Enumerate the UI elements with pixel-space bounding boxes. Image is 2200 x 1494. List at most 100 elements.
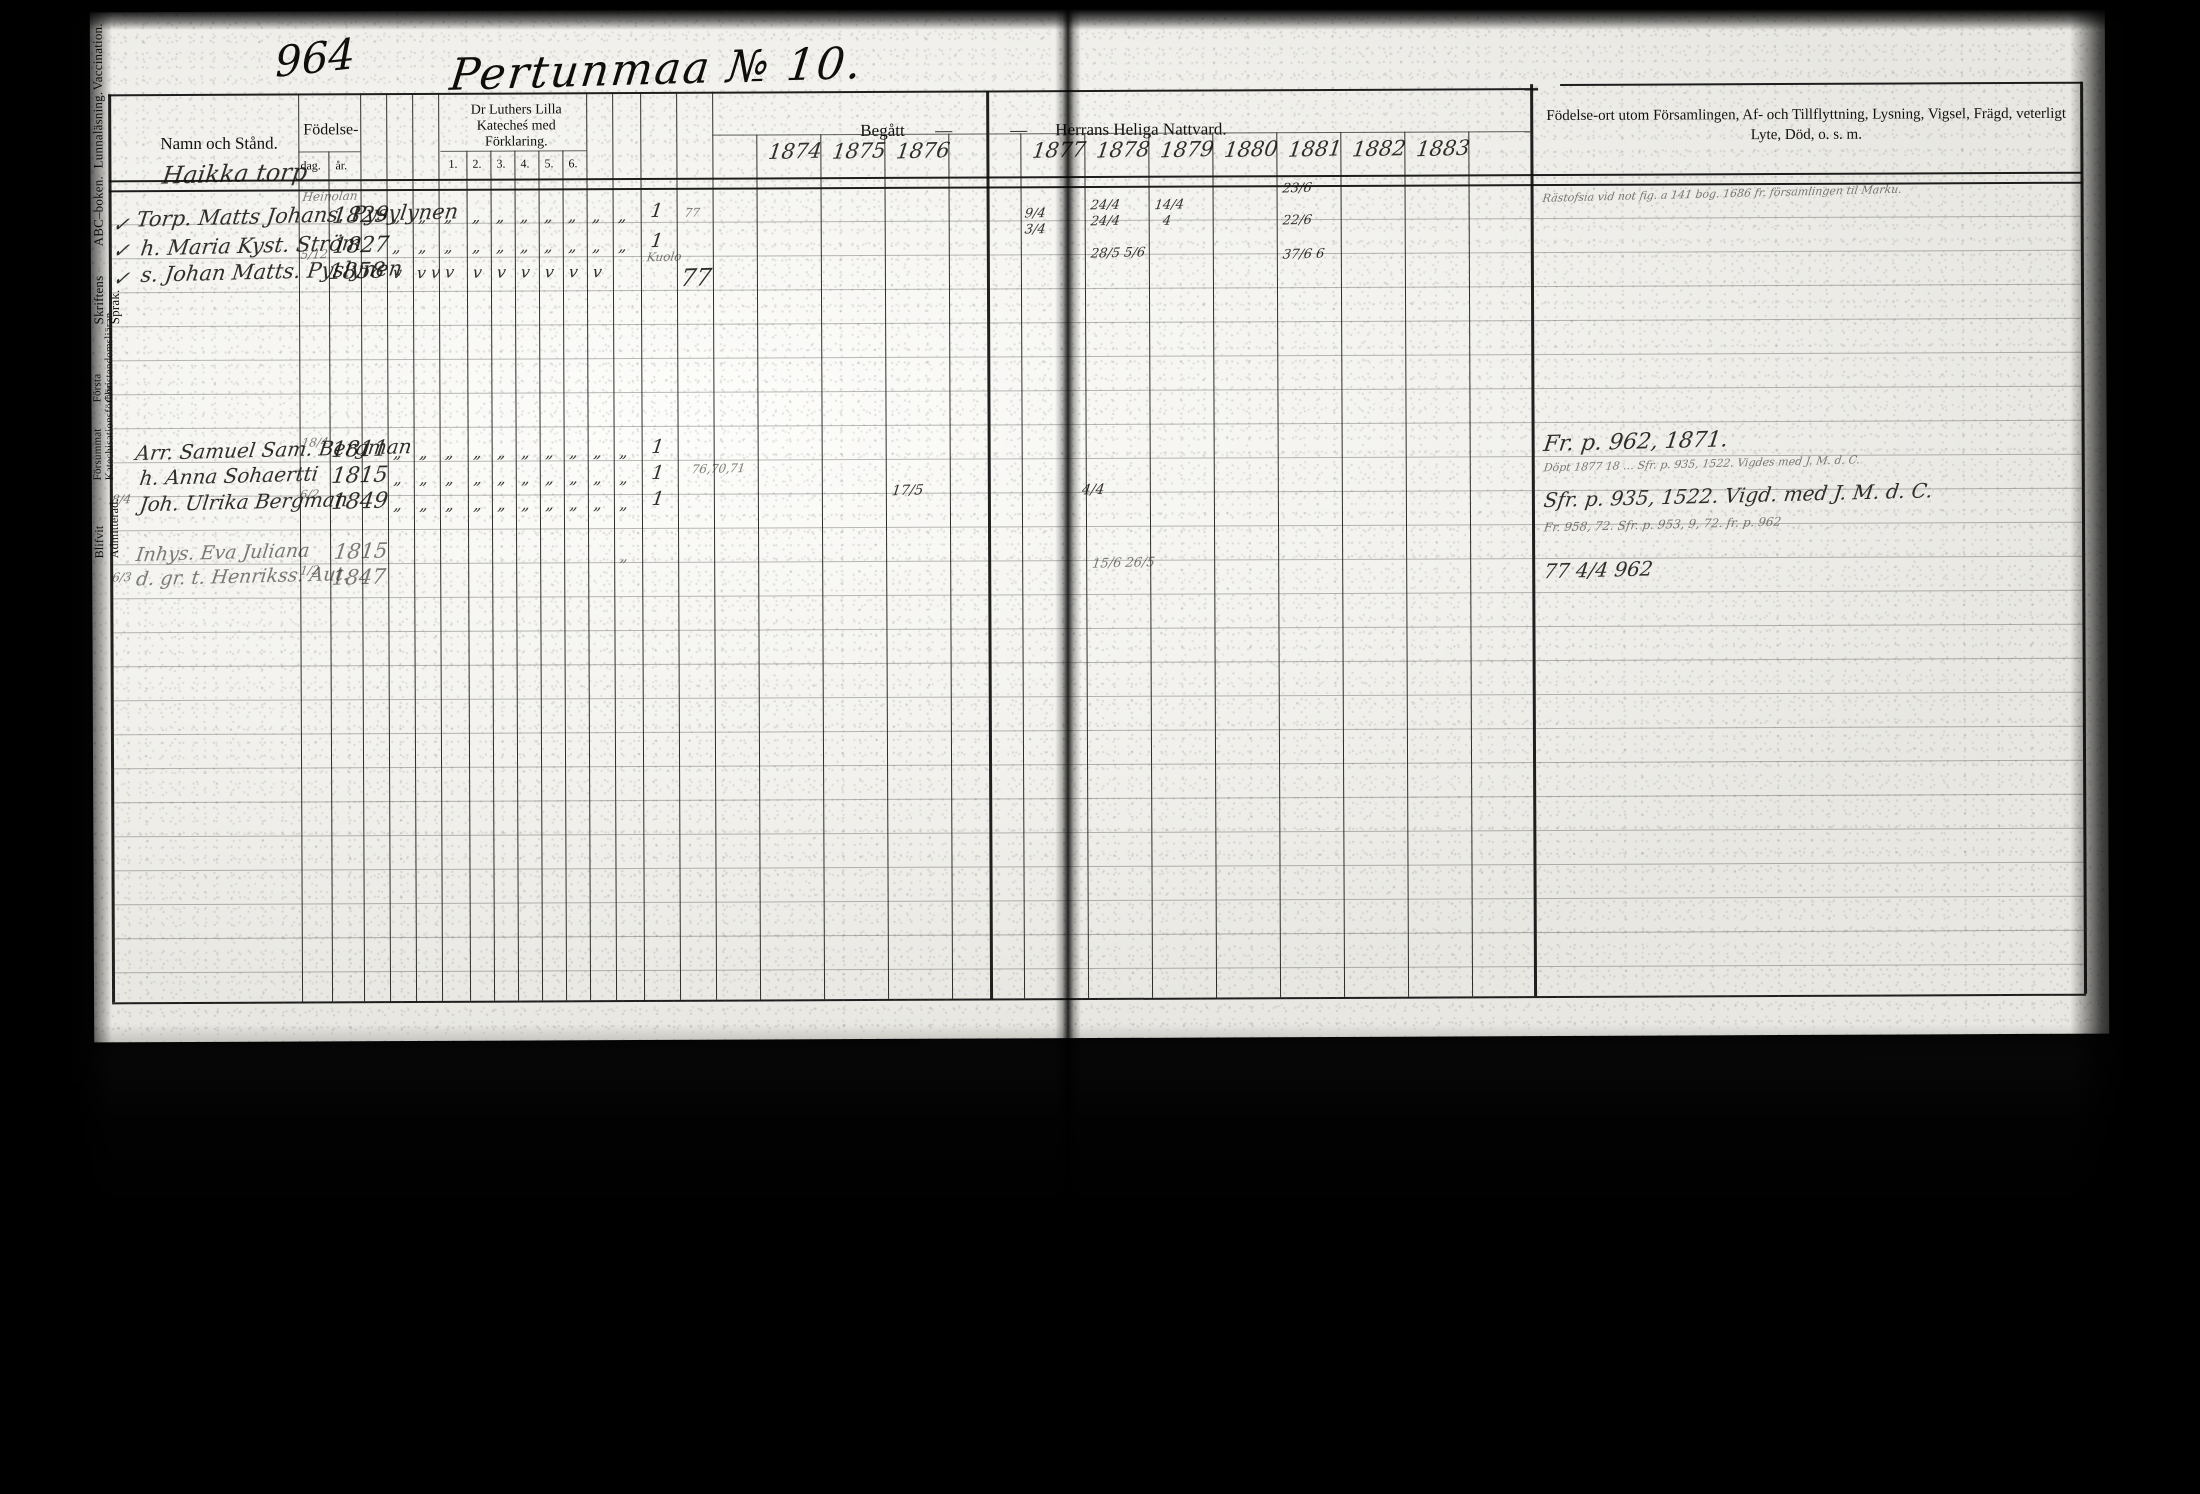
entry-first-christendom: 77 xyxy=(679,263,714,293)
entry-scripture: „ xyxy=(618,441,630,462)
entry-notes: Sfr. p. 935, 1522. Vigd. med J. M. d. C. xyxy=(1542,478,1935,513)
entry-cat-2: „ xyxy=(495,236,507,256)
entry-year-1878: 24/4 xyxy=(1089,213,1121,230)
rule-cat-5 xyxy=(562,150,568,1001)
entry-abc: „ xyxy=(444,468,456,488)
header-cat-2: 2. xyxy=(472,156,482,171)
row-rule xyxy=(111,827,2086,838)
entry-cat-1: „ xyxy=(471,236,483,256)
entry-vaccination: „ xyxy=(391,236,403,257)
entry-name: h. Anna Sohaertti xyxy=(138,461,320,491)
header-name-and-status: Namn och Stånd. xyxy=(160,133,278,154)
entry-cat-2: „ xyxy=(496,468,508,488)
entry-year-1880: 37/6 6 xyxy=(1281,246,1326,263)
entry-neglected: 76,70,71 xyxy=(690,460,747,477)
entry-cat-6: „ xyxy=(592,494,604,514)
year-label-1877: 1877 xyxy=(1030,137,1088,163)
header-cat-4: 4. xyxy=(520,156,530,171)
row-rule xyxy=(109,351,2084,362)
entry-cat-1: „ xyxy=(472,494,484,514)
entry-cat-4: „ xyxy=(544,442,556,462)
entry-year-1878: 24/4 xyxy=(1089,197,1121,214)
entry-abc: „ xyxy=(444,494,456,514)
entry-year-1876: 17/5 xyxy=(890,482,925,500)
row-mark: 6/3 xyxy=(111,569,133,585)
entry-birth-year: 1858 xyxy=(327,258,387,285)
entry-abc: „ xyxy=(444,442,456,462)
entry-first-christendom: 1 xyxy=(649,199,665,223)
rule-first-christendom xyxy=(640,91,646,1000)
top-marginal-note: Rästofsia vid not fig. a 141 bog. 1686 f… xyxy=(1541,182,1903,205)
entry-birth-day: Heinolan xyxy=(301,188,359,205)
entry-vaccination: „ xyxy=(392,494,404,515)
entry-cat-5: v xyxy=(567,262,580,282)
rule-cat-2 xyxy=(490,150,496,1001)
entry-year-1878: 28/5 5/6 xyxy=(1089,245,1147,262)
entry-birth-year: 1829 xyxy=(330,202,391,229)
entry-cat-4: „ xyxy=(543,236,555,256)
header-cat-3: 3. xyxy=(496,156,506,171)
entry-scripture: „ xyxy=(617,235,629,256)
row-rule xyxy=(110,589,2085,600)
entry-cat-6: v xyxy=(591,262,604,282)
entry-cat-5: „ xyxy=(567,236,579,256)
entry-vaccination: „ xyxy=(392,442,404,463)
rule-gutter-left xyxy=(986,90,994,999)
row-mark: ✓ xyxy=(111,266,132,291)
header-neglected-catechism: Försummat Katechisationsförhör. xyxy=(91,381,116,481)
folio-number: 964 xyxy=(275,28,356,87)
row-rule xyxy=(110,521,2085,532)
entry-year-1879: 14/4 xyxy=(1153,197,1185,214)
entry-cat-3: „ xyxy=(520,494,532,514)
row-mark: ✓ xyxy=(111,212,132,237)
scan-edge-bottom xyxy=(0,1024,2200,1494)
entry-reading: „ xyxy=(418,468,430,489)
entry-cat-3: „ xyxy=(520,468,532,488)
rule-y1880 xyxy=(1276,132,1282,998)
entry-cat-2: v xyxy=(495,262,508,282)
entry-year-1880: 23/6 xyxy=(1281,180,1313,197)
rule-y1874b xyxy=(820,134,826,1000)
row-rule xyxy=(109,419,2084,430)
entry-cat-2: „ xyxy=(496,494,508,514)
header-birth-year: år. xyxy=(335,158,348,173)
entry-reading: v v v xyxy=(415,262,456,283)
rule-y1877b xyxy=(1084,133,1090,999)
rule-admitted xyxy=(712,91,718,1000)
entry-birth-year: 1827 xyxy=(331,232,391,259)
entry-cat-5: „ xyxy=(568,442,580,462)
header-supper-dash: — xyxy=(1010,120,1028,140)
entry-scripture: „ xyxy=(618,493,630,514)
header-vaccination: Vaccination. xyxy=(89,23,106,91)
entry-cat-1: „ xyxy=(472,468,484,488)
header-cat-1: 1. xyxy=(448,156,458,171)
entry-cat-4: „ xyxy=(544,468,556,488)
row-rule xyxy=(111,895,2086,906)
entry-cat-3: „ xyxy=(520,442,532,462)
rule-y1875 xyxy=(884,133,890,999)
rule-y1874a xyxy=(756,134,762,1000)
entry-birth-day: 18/4 xyxy=(300,435,330,450)
year-label-1881: 1881 xyxy=(1286,136,1344,162)
entry-year-1877: 4/4 xyxy=(1080,481,1106,499)
entry-birth-year: 1847 xyxy=(330,564,388,590)
row-mark: 8/4 xyxy=(110,491,133,507)
paper-sheet: 964 Pertunmaa № 10. xyxy=(89,3,2110,1043)
entry-scripture: „ xyxy=(618,467,630,488)
row-rule xyxy=(109,385,2084,396)
row-rule xyxy=(111,929,2086,940)
entry-scripture: Kuolo xyxy=(645,249,683,265)
table-top-rule-right xyxy=(1560,81,2083,86)
entry-first-christendom: 1 xyxy=(650,461,666,485)
row-rule xyxy=(111,759,2086,770)
entry-reading: „ xyxy=(417,236,429,257)
header-abc-book: ABC–boken. xyxy=(90,176,106,247)
table-bottom-rule xyxy=(112,993,2087,1005)
entry-birth-day: 6/2 xyxy=(298,487,321,502)
entry-abc: „ xyxy=(443,236,455,256)
rule-catechism-split xyxy=(440,150,587,152)
entry-year-1877: 3/4 xyxy=(1023,221,1047,238)
rule-reading xyxy=(412,92,418,1001)
entry-first-christendom: 1 xyxy=(650,487,666,511)
